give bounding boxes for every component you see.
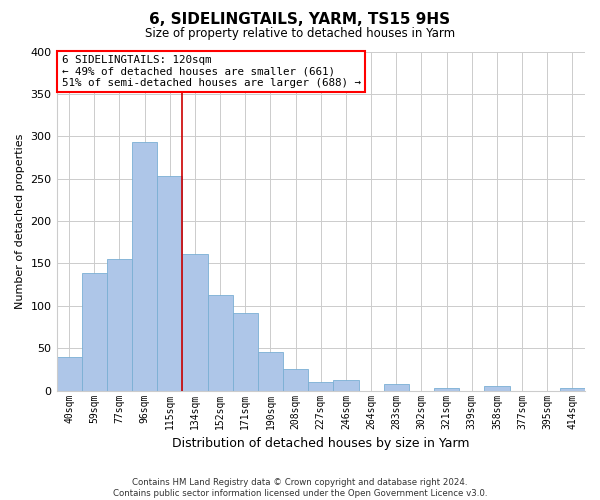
Bar [484, 386, 509, 390]
Bar [334, 380, 359, 390]
Bar [132, 142, 157, 390]
Bar [283, 370, 308, 390]
Bar [157, 176, 182, 390]
Bar [258, 352, 283, 391]
Bar [434, 388, 459, 390]
Text: 6, SIDELINGTAILS, YARM, TS15 9HS: 6, SIDELINGTAILS, YARM, TS15 9HS [149, 12, 451, 28]
Text: Size of property relative to detached houses in Yarm: Size of property relative to detached ho… [145, 28, 455, 40]
Bar [308, 382, 334, 390]
Bar [233, 312, 258, 390]
Bar [208, 295, 233, 390]
Bar [82, 273, 107, 390]
X-axis label: Distribution of detached houses by size in Yarm: Distribution of detached houses by size … [172, 437, 470, 450]
Bar [182, 254, 208, 390]
Y-axis label: Number of detached properties: Number of detached properties [15, 134, 25, 309]
Bar [560, 388, 585, 390]
Bar [383, 384, 409, 390]
Text: 6 SIDELINGTAILS: 120sqm
← 49% of detached houses are smaller (661)
51% of semi-d: 6 SIDELINGTAILS: 120sqm ← 49% of detache… [62, 55, 361, 88]
Text: Contains HM Land Registry data © Crown copyright and database right 2024.
Contai: Contains HM Land Registry data © Crown c… [113, 478, 487, 498]
Bar [107, 259, 132, 390]
Bar [56, 356, 82, 390]
